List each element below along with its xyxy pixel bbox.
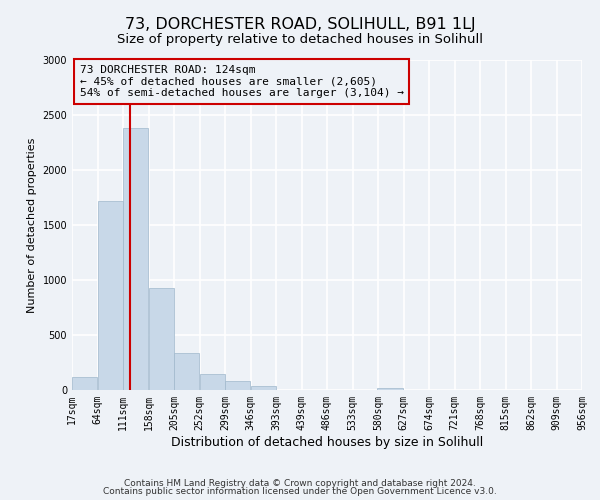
Text: Contains HM Land Registry data © Crown copyright and database right 2024.: Contains HM Land Registry data © Crown c… [124,478,476,488]
Bar [377,388,403,390]
Text: 73, DORCHESTER ROAD, SOLIHULL, B91 1LJ: 73, DORCHESTER ROAD, SOLIHULL, B91 1LJ [125,18,475,32]
Text: Size of property relative to detached houses in Solihull: Size of property relative to detached ho… [117,32,483,46]
Bar [174,352,199,390]
Bar [72,377,97,390]
Text: Contains public sector information licensed under the Open Government Licence v3: Contains public sector information licen… [103,487,497,496]
Bar [149,288,174,390]
Bar [199,374,225,390]
Y-axis label: Number of detached properties: Number of detached properties [27,138,37,312]
X-axis label: Distribution of detached houses by size in Solihull: Distribution of detached houses by size … [171,436,483,448]
Bar [225,381,250,390]
Bar [97,201,123,390]
Bar [251,386,276,390]
Bar [123,128,148,390]
Text: 73 DORCHESTER ROAD: 124sqm
← 45% of detached houses are smaller (2,605)
54% of s: 73 DORCHESTER ROAD: 124sqm ← 45% of deta… [80,65,404,98]
